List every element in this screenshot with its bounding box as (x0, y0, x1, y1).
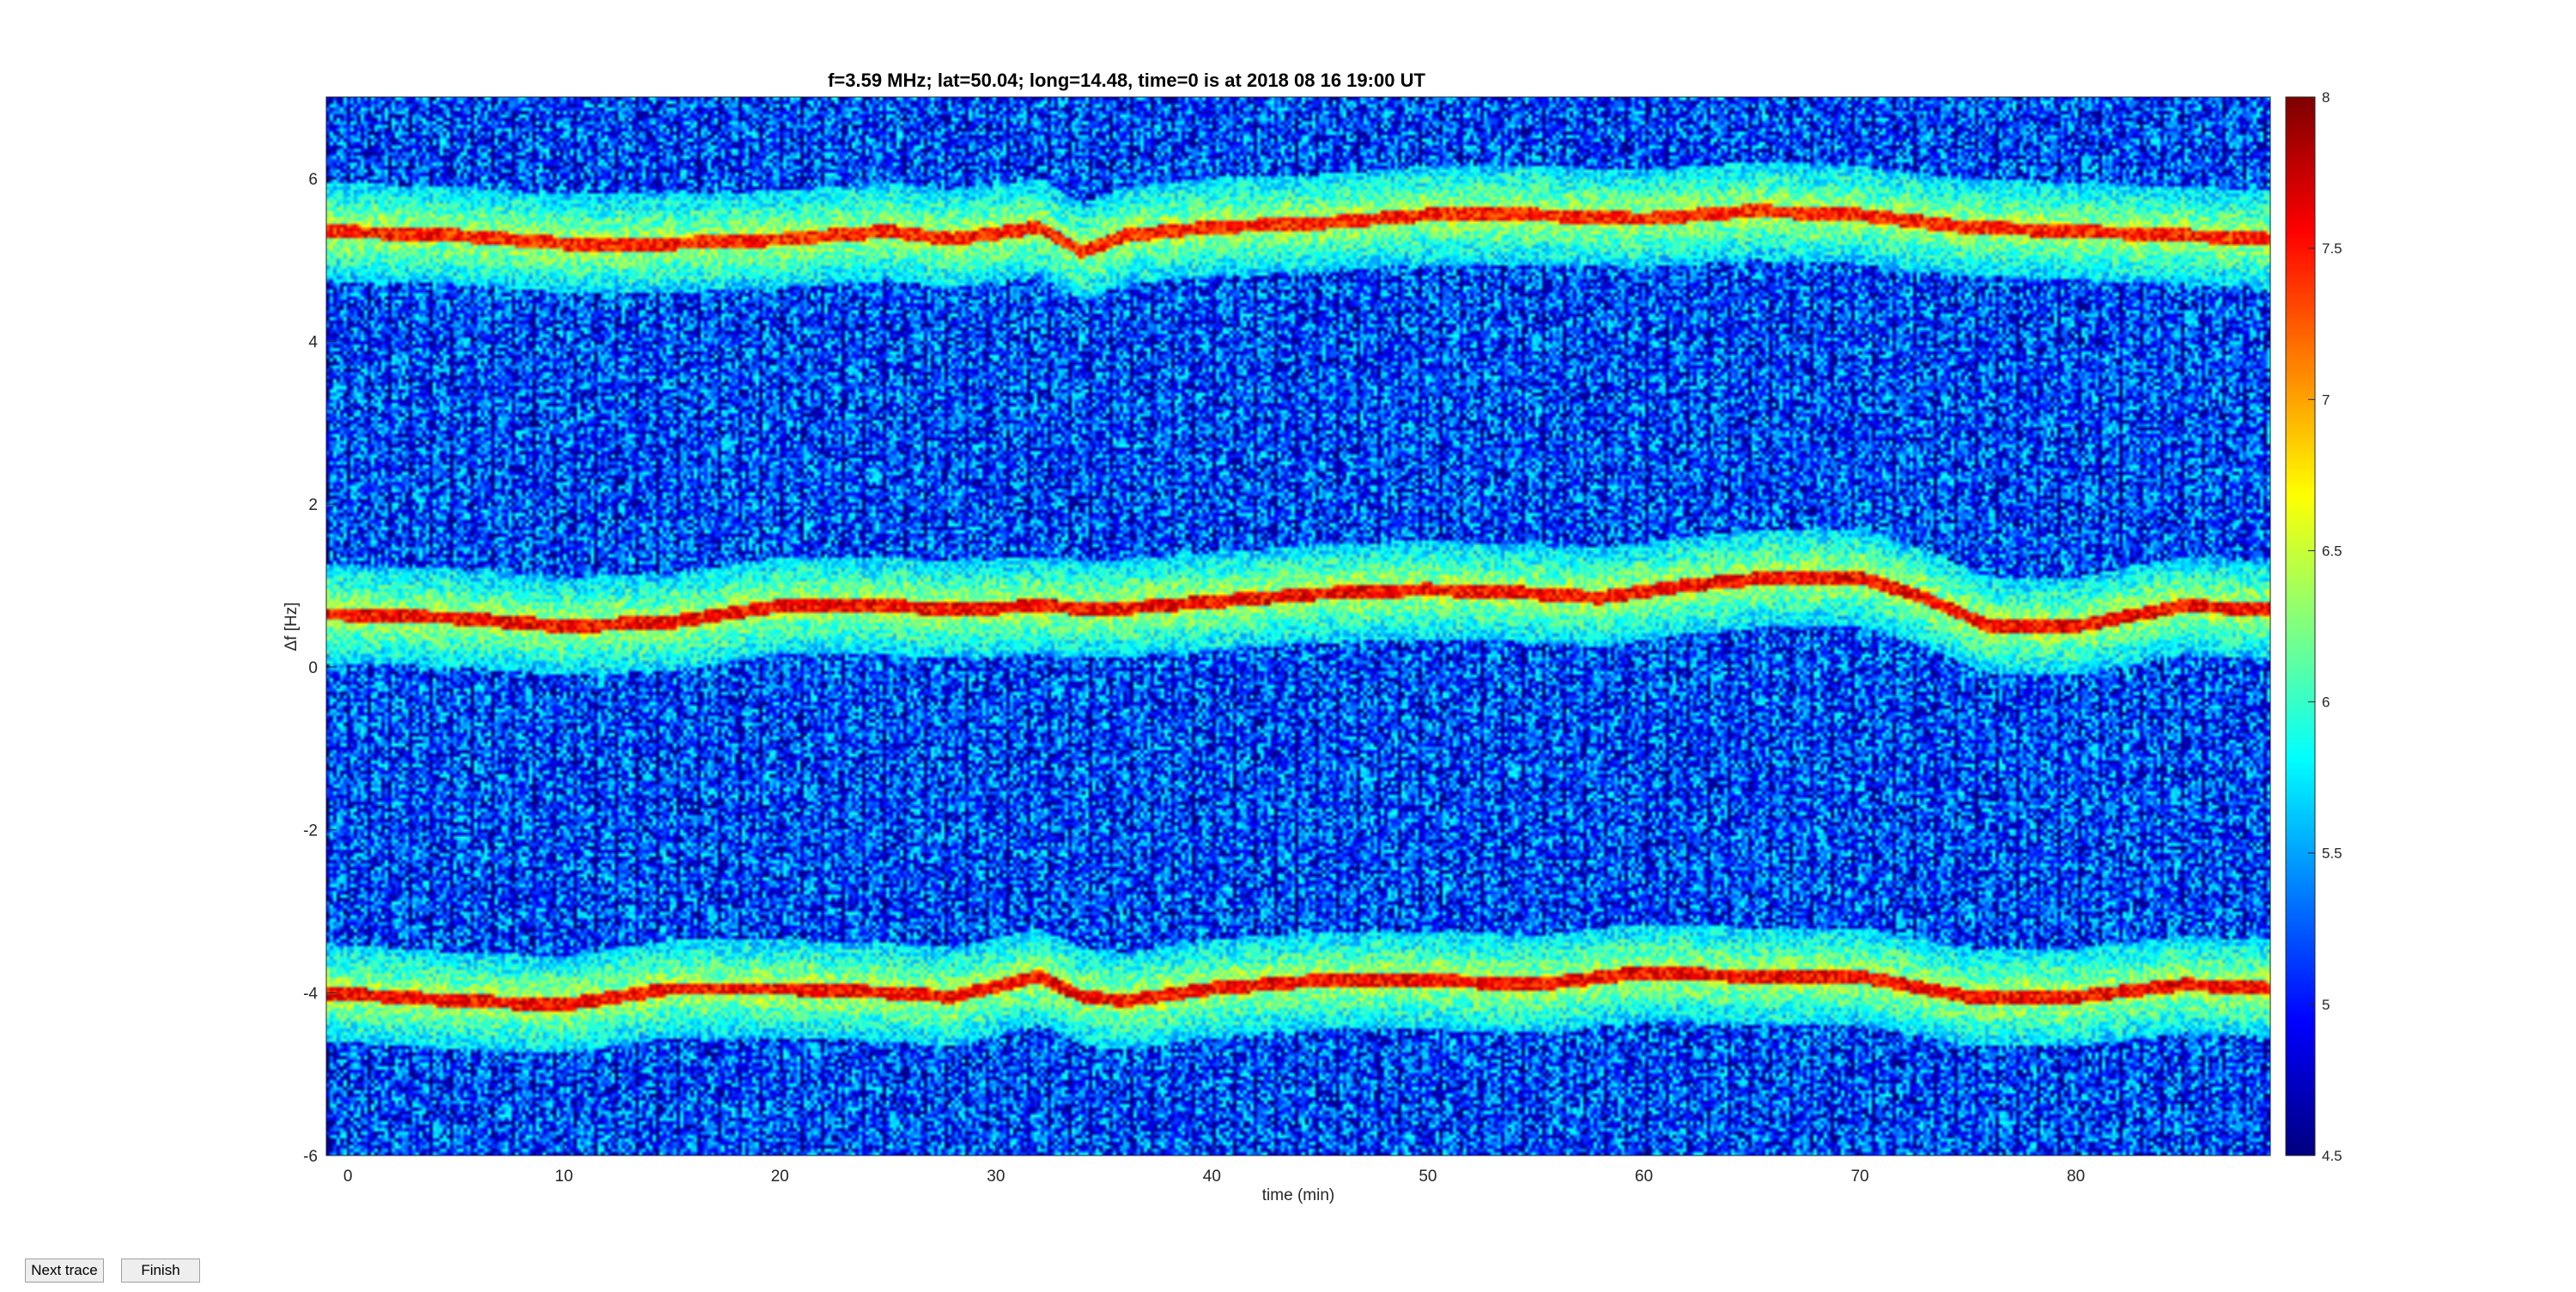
y-tick-label: 6 (308, 171, 318, 189)
colorbar-tick-label: 6 (2322, 695, 2330, 711)
y-axis: -6 -4 -2 0 2 4 6 (303, 171, 337, 1166)
heatmap-image (326, 97, 2270, 1156)
y-tick-label: 2 (308, 496, 318, 514)
y-tick-label: 4 (308, 334, 318, 352)
colorbar-tick-label: 5.5 (2322, 846, 2342, 862)
y-tick-label: -4 (303, 985, 318, 1003)
plot-frame (325, 96, 2271, 1156)
colorbar-tick-label: 6.5 (2322, 543, 2342, 559)
chart-title: f=3.59 MHz; lat=50.04; long=14.48, time=… (828, 70, 1425, 91)
x-tick-label: 60 (1635, 1168, 1653, 1186)
x-tick-label: 40 (1203, 1168, 1221, 1186)
x-tick-label: 30 (987, 1168, 1005, 1186)
colorbar: 4.5 5 5.5 6 6.5 7 7.5 8 (2285, 89, 2342, 1164)
y-axis-label: Δf [Hz] (283, 602, 301, 651)
colorbar-tick-label: 4.5 (2322, 1148, 2342, 1164)
finish-button[interactable]: Finish (121, 1259, 200, 1283)
x-axis: 0 10 20 30 40 50 60 70 80 (343, 1145, 2085, 1186)
colorbar-tick-label: 7.5 (2322, 240, 2342, 257)
x-axis-label: time (min) (1262, 1186, 1334, 1204)
colorbar-tick-label: 5 (2322, 997, 2330, 1013)
x-tick-label: 0 (343, 1168, 353, 1186)
heatmap-plot-area (326, 97, 2270, 1156)
colorbar-frame (2285, 96, 2316, 1156)
colorbar-tick-label: 7 (2322, 391, 2330, 408)
y-tick-label: -2 (303, 822, 318, 840)
y-tick-label: 0 (308, 659, 318, 677)
x-tick-label: 80 (2067, 1168, 2085, 1186)
x-tick-label: 10 (555, 1168, 573, 1186)
colorbar-gradient (2286, 97, 2315, 1156)
colorbar-tick-label: 8 (2322, 89, 2330, 106)
x-tick-label: 20 (771, 1168, 789, 1186)
colorbar-ticks: 4.5 5 5.5 6 6.5 7 7.5 8 (2308, 89, 2342, 1164)
next-trace-button[interactable]: Next trace (25, 1259, 104, 1283)
y-tick-label: -6 (303, 1148, 318, 1166)
x-tick-label: 50 (1419, 1168, 1437, 1186)
x-tick-label: 70 (1850, 1168, 1868, 1186)
